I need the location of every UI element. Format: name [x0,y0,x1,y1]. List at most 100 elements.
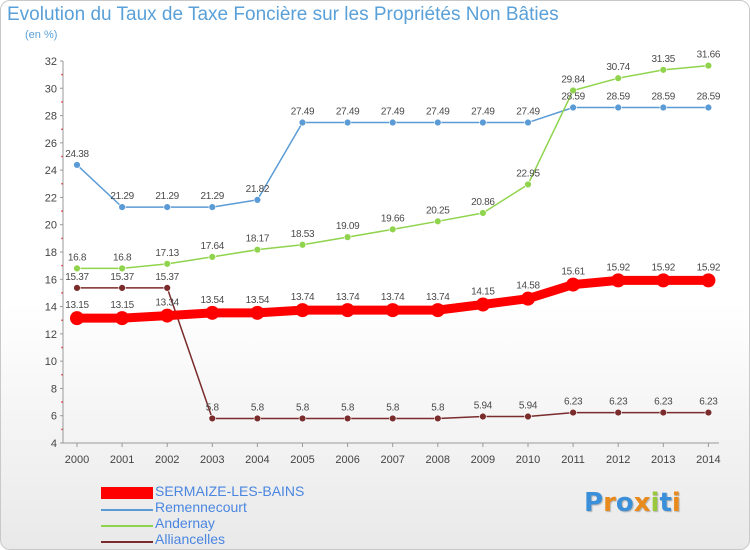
data-point [389,225,397,234]
data-point [569,408,577,417]
data-label: 27.49 [336,107,360,118]
data-point [253,245,262,254]
x-tick-label: 2005 [290,454,314,466]
x-tick-label: 2012 [606,454,630,466]
data-label: 5.94 [519,401,538,412]
y-tick-label: 14 [45,302,57,314]
data-label: 27.49 [381,107,405,118]
data-label: 14.58 [516,281,540,292]
data-label: 27.49 [516,107,540,118]
y-tick-label: 8 [51,383,57,395]
data-label: 19.09 [336,221,360,232]
data-label: 15.92 [697,262,721,273]
data-label: 6.23 [654,397,673,408]
data-label: 29.84 [561,74,585,85]
data-point [524,118,532,127]
x-tick-label: 2011 [561,454,585,466]
data-point [569,86,577,95]
data-point [614,408,622,417]
data-point [479,209,487,217]
data-point [659,103,667,112]
data-point [115,311,130,326]
x-tick-label: 2013 [651,454,675,466]
x-tick-label: 2010 [516,454,540,466]
data-point [118,264,126,273]
x-tick-label: 2008 [426,454,450,466]
y-tick-label: 18 [45,247,57,259]
data-label: 31.66 [697,50,721,61]
data-label: 16.8 [113,252,132,263]
logo-letter: t [659,488,672,518]
y-minor-tick [61,155,63,158]
x-tick-label: 2001 [110,454,134,466]
data-point [163,203,171,211]
data-label: 13.74 [426,292,450,303]
data-label: 14.15 [471,287,495,298]
y-tick-label: 16 [45,274,57,286]
x-tick-label: 2014 [696,454,720,466]
data-label: 21.29 [201,191,225,202]
data-label: 13.74 [336,292,360,303]
data-point [659,408,667,417]
data-label: 21.29 [155,191,179,202]
data-label: 24.38 [65,149,89,160]
data-point [521,291,535,306]
data-label: 5.8 [206,402,220,413]
data-point [475,297,490,312]
data-point [434,118,442,127]
y-minor-tick [61,101,63,103]
data-point [340,303,355,318]
data-label: 5.8 [296,402,310,413]
legend-label: Remennecourt [155,499,247,515]
data-point [298,241,307,249]
data-label: 18.17 [246,234,270,245]
data-point [118,203,126,211]
data-label: 20.25 [426,205,450,216]
data-point [614,74,622,82]
data-point [656,273,671,288]
data-label: 5.8 [251,402,265,413]
data-label: 28.59 [697,92,721,103]
y-tick-label: 30 [45,83,57,95]
y-minor-tick [61,210,63,212]
data-label: 17.64 [201,241,225,252]
data-label: 17.13 [155,248,179,259]
data-point [704,103,713,112]
x-tick-label: 2004 [245,454,269,466]
data-point [253,414,262,423]
data-label: 13.54 [201,295,225,306]
data-label: 13.74 [381,292,405,303]
chart-title: Evolution du Taux de Taxe Foncière sur l… [7,4,559,25]
logo-letter: P [584,488,604,518]
data-label: 15.37 [155,272,179,283]
data-label: 13.15 [65,300,89,311]
data-point [73,161,81,169]
data-point [343,414,352,423]
y-tick-label: 28 [45,111,57,123]
data-point [430,303,445,318]
data-point [385,303,400,318]
y-minor-tick [61,237,63,240]
data-point [611,273,626,288]
data-label: 21.82 [246,184,270,195]
data-point [73,284,81,292]
data-label: 20.86 [471,197,495,208]
data-label: 13.74 [291,292,315,303]
data-label: 13.15 [110,300,134,311]
data-label: 6.23 [609,397,628,408]
data-label: 15.61 [561,267,585,278]
y-tick-label: 22 [45,192,57,204]
data-label: 5.8 [431,402,445,413]
x-tick-label: 2000 [65,454,89,466]
y-unit-label: (en %) [25,29,58,41]
data-label: 22.95 [516,168,540,179]
data-label: 5.94 [474,401,493,412]
data-label: 18.53 [291,229,315,240]
data-label: 30.74 [606,62,630,73]
y-minor-tick [61,373,63,376]
y-minor-tick [61,319,63,322]
logo-letter: i [650,488,660,518]
y-minor-tick [61,182,63,185]
y-minor-tick [61,346,63,349]
